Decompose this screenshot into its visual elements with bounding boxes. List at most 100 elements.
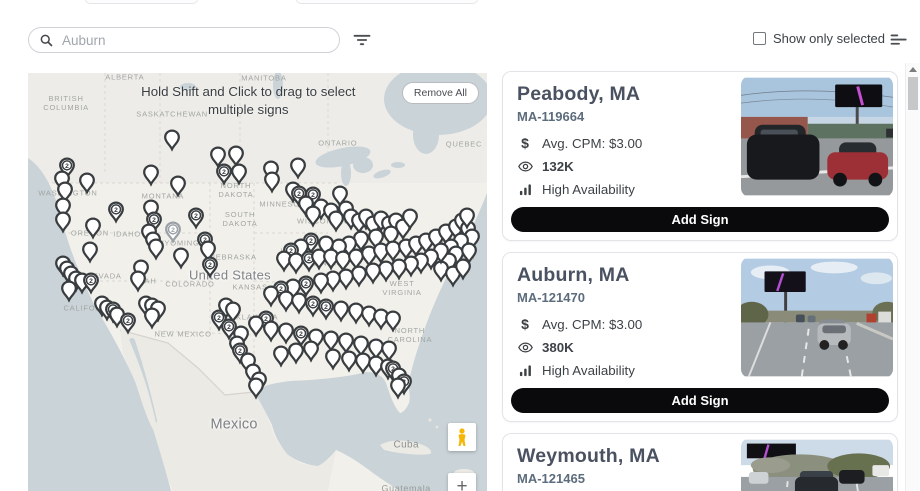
sign-id: MA-121470: [517, 290, 585, 305]
checkbox[interactable]: [753, 32, 766, 45]
svg-text:2: 2: [391, 366, 395, 373]
svg-text:2: 2: [238, 348, 242, 355]
map-pin-cluster[interactable]: 2: [164, 220, 182, 244]
svg-text:2: 2: [217, 315, 221, 322]
map-pin[interactable]: [384, 309, 402, 333]
sort-icon[interactable]: [887, 29, 911, 54]
map-pin[interactable]: [389, 377, 407, 401]
map-pin[interactable]: [312, 271, 330, 295]
map-pin-cluster[interactable]: 2: [187, 206, 205, 230]
svg-text:2: 2: [297, 191, 301, 198]
map-pin[interactable]: [54, 210, 72, 234]
filter-icon[interactable]: [350, 29, 374, 54]
sign-card-auburn: Auburn, MA MA-121470 $ Avg. CPM: $3.00 3…: [502, 252, 898, 422]
map-pin[interactable]: [364, 261, 382, 285]
map-pin-cluster[interactable]: 2: [231, 341, 249, 365]
sign-id: MA-121465: [517, 471, 585, 486]
signs-list: Peabody, MA MA-119664 $ Avg. CPM: $3.00 …: [502, 71, 898, 491]
cpm-row: $ Avg. CPM: $3.00: [517, 135, 883, 151]
map-pin[interactable]: [272, 344, 290, 368]
svg-text:2: 2: [114, 207, 118, 214]
sign-title: Auburn, MA: [517, 264, 630, 286]
search-input[interactable]: [62, 32, 329, 48]
scrollbar[interactable]: [905, 63, 919, 491]
svg-text:2: 2: [227, 324, 231, 331]
remove-all-button[interactable]: Remove All: [401, 82, 479, 104]
svg-text:2: 2: [304, 281, 308, 288]
map-pin[interactable]: [454, 257, 472, 281]
map-pin[interactable]: [263, 171, 281, 195]
map-pin-cluster[interactable]: 2: [304, 186, 322, 210]
svg-text:2: 2: [194, 213, 198, 220]
map-pin[interactable]: [262, 284, 280, 308]
map-pin-cluster[interactable]: 2: [58, 156, 76, 180]
map-pin[interactable]: [324, 347, 342, 371]
map-pin-cluster[interactable]: 2: [317, 298, 335, 322]
pegman-control[interactable]: [448, 423, 476, 451]
map-pin[interactable]: [172, 247, 190, 271]
map-canvas[interactable]: BRITISH COLUMBIA ALBERTA SASKATCHEWAN MANIT…: [28, 73, 487, 491]
map-pin[interactable]: [129, 270, 147, 294]
map-pin[interactable]: [304, 204, 322, 228]
map-hint-text: Hold Shift and Click to drag to select m…: [141, 84, 356, 117]
scrollbar-thumb[interactable]: [908, 77, 918, 110]
search-field[interactable]: [28, 27, 340, 53]
map-pin-cluster[interactable]: 2: [201, 255, 219, 279]
cutoff-field: [296, 0, 478, 4]
sign-photo: [741, 76, 893, 197]
scrollbar-up-arrow[interactable]: [908, 67, 917, 72]
show-only-selected-toggle[interactable]: Show only selected: [753, 31, 885, 46]
map-pin[interactable]: [147, 237, 165, 261]
sign-id: MA-119664: [517, 109, 585, 124]
map-pin[interactable]: [262, 319, 280, 343]
map-pin[interactable]: [230, 163, 248, 187]
map-pin[interactable]: [60, 279, 78, 303]
map-pin[interactable]: [247, 377, 265, 401]
svg-text:2: 2: [65, 163, 69, 170]
map-pin[interactable]: [209, 145, 227, 169]
map-pin-cluster[interactable]: 2: [215, 163, 233, 187]
sign-title: Peabody, MA: [517, 83, 641, 105]
map-pin[interactable]: [169, 174, 187, 198]
map-pin[interactable]: [78, 171, 96, 195]
map-pin[interactable]: [163, 128, 181, 152]
map-pin-cluster[interactable]: 2: [210, 308, 228, 332]
sign-title: Weymouth, MA: [517, 445, 660, 467]
svg-text:2: 2: [152, 217, 156, 224]
map-pin-cluster[interactable]: 2: [82, 271, 100, 295]
map-pin[interactable]: [287, 341, 305, 365]
sign-photo: [741, 438, 893, 491]
map-pin-cluster[interactable]: 2: [297, 274, 315, 298]
map-pin-cluster[interactable]: 2: [119, 311, 137, 335]
map-pin[interactable]: [143, 306, 161, 330]
search-icon: [39, 33, 54, 48]
map-pin[interactable]: [458, 206, 476, 230]
availability-row: High Availability: [517, 181, 883, 197]
map-pin[interactable]: [327, 209, 345, 233]
map-pin-cluster[interactable]: 2: [220, 317, 238, 341]
map-pin[interactable]: [84, 216, 102, 241]
availability-bars-icon: [517, 183, 533, 196]
svg-text:2: 2: [324, 304, 328, 311]
cpm-row: $ Avg. CPM: $3.00: [517, 316, 883, 332]
map-pin[interactable]: [289, 156, 307, 180]
map-pin[interactable]: [247, 314, 265, 338]
map-pin[interactable]: [142, 163, 160, 187]
zoom-in-button[interactable]: +: [448, 473, 476, 491]
map-pin[interactable]: [81, 240, 99, 264]
svg-text:2: 2: [222, 169, 226, 176]
map-pin[interactable]: [401, 207, 419, 231]
add-sign-button[interactable]: Add Sign: [511, 207, 889, 232]
map-pin[interactable]: [302, 339, 320, 363]
show-only-selected-label: Show only selected: [773, 31, 886, 46]
svg-text:2: 2: [89, 278, 93, 285]
svg-text:2: 2: [307, 256, 311, 263]
map-pin[interactable]: [460, 242, 478, 266]
svg-text:2: 2: [299, 331, 303, 338]
add-sign-button[interactable]: Add Sign: [511, 388, 889, 413]
map-pin-cluster[interactable]: 2: [107, 200, 125, 224]
map-pin[interactable]: [332, 299, 350, 323]
map-pin[interactable]: [277, 321, 295, 345]
map-pin-cluster[interactable]: 2: [290, 184, 308, 208]
